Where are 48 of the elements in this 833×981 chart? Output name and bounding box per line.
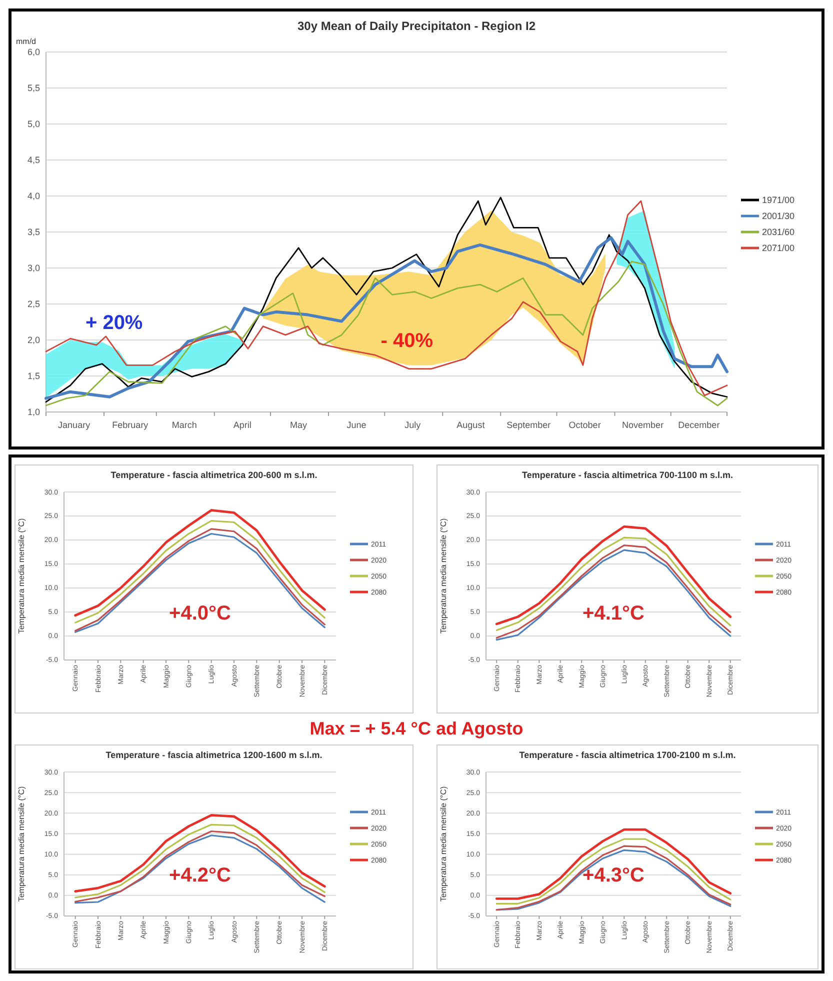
y-tick-label: 2,5 — [27, 298, 40, 309]
legend-label: 2031/60 — [762, 226, 795, 237]
legend-label: 2071/00 — [762, 242, 795, 253]
x-tick-label: December — [678, 420, 720, 430]
y-axis-title: mm/d — [16, 37, 36, 46]
y-tick-label: 2,0 — [27, 334, 40, 345]
line-series — [496, 838, 732, 904]
legend-label: 1971/00 — [762, 194, 795, 205]
chart-title: Temperature - fascia altimetrica 200-600 m s.l.m. — [110, 470, 318, 480]
y-axis-title: Temperatura media mensile (°C) — [17, 518, 26, 634]
y-tick-label: 3,5 — [27, 226, 40, 237]
annotation: +4.2°C — [169, 864, 231, 886]
x-tick-label: April — [233, 420, 252, 430]
y-tick-label: 5,5 — [27, 82, 40, 93]
line-series — [495, 828, 732, 900]
line-series — [495, 525, 732, 626]
x-tick-label: May — [290, 420, 308, 430]
x-tick-label: October — [568, 420, 601, 430]
y-tick-label: 5,0 — [27, 118, 40, 129]
y-axis-title: Temperatura media mensile (°C) — [439, 518, 448, 634]
chart-title: Temperature - fascia altimetrica 1200-1600 m s.l.m. — [106, 750, 322, 760]
x-tick-label: June — [346, 420, 366, 430]
annotation: +4.0°C — [169, 602, 231, 625]
line-series — [74, 814, 326, 893]
annotation: +4.1°C — [582, 602, 644, 625]
y-tick-label: 4,5 — [27, 154, 40, 165]
annotation: + 20% — [85, 312, 143, 334]
x-tick-label: March — [172, 420, 197, 430]
legend-label: 2001/30 — [762, 210, 795, 221]
annotation: +4.3°C — [582, 864, 644, 886]
y-tick-label: 1,5 — [27, 370, 40, 381]
y-tick-label: 1,0 — [27, 406, 40, 417]
chart-title: 30y Mean of Daily Precipitaton - Region I2 — [297, 19, 536, 33]
x-tick-label: November — [622, 420, 664, 430]
x-tick-label: January — [58, 420, 91, 430]
x-tick-label: September — [506, 420, 551, 430]
x-tick-label: August — [456, 420, 486, 430]
y-tick-label: 3,0 — [27, 262, 40, 273]
y-tick-label: 6,0 — [27, 46, 40, 57]
chart-title: Temperature - fascia altimetrica 1700-2100 m s.l.m. — [519, 750, 736, 760]
annotation: - 40% — [380, 330, 434, 352]
x-tick-label: July — [404, 420, 422, 430]
chart-title: Temperature - fascia altimetrica 700-1100 m s.l.m. — [522, 470, 733, 480]
y-axis-title: Temperatura media mensile (°C) — [17, 786, 26, 902]
text: Max = + 5.4 °C ad Agosto — [310, 718, 524, 738]
y-axis-title: Temperatura media mensile (°C) — [439, 786, 448, 902]
x-tick-label: February — [112, 420, 149, 430]
y-tick-label: 4,0 — [27, 190, 40, 201]
